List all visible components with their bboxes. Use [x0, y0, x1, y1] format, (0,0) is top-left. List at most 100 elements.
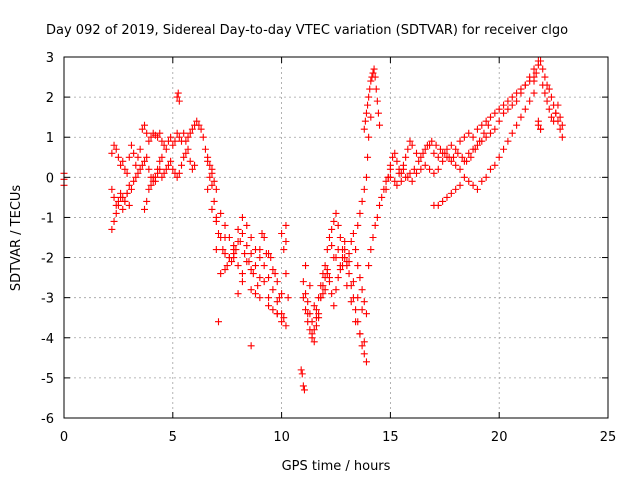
data-point: [508, 101, 516, 109]
data-point: [467, 153, 475, 161]
data-point: [125, 201, 133, 209]
data-point: [513, 97, 521, 105]
data-point: [269, 286, 277, 294]
data-point: [421, 161, 429, 169]
data-point: [362, 358, 370, 366]
data-point: [114, 201, 122, 209]
data-point: [417, 153, 425, 161]
data-point: [372, 85, 380, 93]
data-point: [473, 141, 481, 149]
data-point: [143, 129, 151, 137]
data-point: [121, 165, 129, 173]
data-point: [195, 121, 203, 129]
data-point: [454, 149, 462, 157]
data-point: [370, 65, 378, 73]
data-point: [339, 262, 347, 270]
data-point: [312, 322, 320, 330]
data-point: [406, 137, 414, 145]
data-point: [386, 161, 394, 169]
data-point: [247, 342, 255, 350]
data-point: [186, 129, 194, 137]
data-point: [175, 169, 183, 177]
data-point: [319, 282, 327, 290]
data-point: [373, 213, 381, 221]
data-point: [439, 197, 447, 205]
data-point: [469, 133, 477, 141]
data-point: [141, 205, 149, 213]
data-point: [169, 141, 177, 149]
data-point: [282, 221, 290, 229]
data-point: [508, 93, 516, 101]
data-point: [432, 141, 440, 149]
data-point: [230, 242, 238, 250]
data-point: [312, 306, 320, 314]
data-point: [447, 189, 455, 197]
data-point: [471, 145, 479, 153]
data-point: [154, 133, 162, 141]
data-point: [171, 137, 179, 145]
data-point: [138, 161, 146, 169]
data-point: [297, 366, 305, 374]
data-point: [325, 274, 333, 282]
data-point: [500, 109, 508, 117]
data-point: [473, 125, 481, 133]
data-point: [330, 254, 338, 262]
data-point: [123, 189, 131, 197]
data-point: [117, 161, 125, 169]
data-point: [391, 149, 399, 157]
data-point: [541, 89, 549, 97]
data-point: [210, 197, 218, 205]
data-point: [345, 258, 353, 266]
data-point: [365, 133, 373, 141]
data-point: [558, 121, 566, 129]
data-point: [480, 129, 488, 137]
data-point: [256, 274, 264, 282]
data-point: [280, 314, 288, 322]
data-point: [178, 161, 186, 169]
data-point: [302, 290, 310, 298]
data-point: [325, 234, 333, 241]
data-point: [417, 165, 425, 173]
data-point: [201, 145, 209, 153]
data-point: [354, 262, 362, 270]
data-point: [456, 137, 464, 145]
data-point: [108, 225, 116, 233]
data-point: [382, 185, 390, 193]
data-point: [110, 193, 118, 201]
data-point: [123, 169, 131, 177]
data-point: [362, 109, 370, 117]
y-tick-label: -4: [41, 332, 54, 347]
data-point: [204, 157, 212, 165]
data-point: [130, 177, 138, 185]
data-point: [151, 177, 159, 185]
data-point: [162, 165, 170, 173]
data-point: [364, 153, 372, 161]
data-point: [249, 270, 257, 278]
data-point: [212, 246, 220, 254]
data-point: [530, 65, 538, 73]
data-point: [376, 121, 384, 129]
data-point: [482, 117, 490, 125]
data-point: [428, 137, 436, 145]
data-point: [495, 117, 503, 125]
data-point: [408, 177, 416, 185]
data-point: [160, 169, 168, 177]
data-point: [434, 165, 442, 173]
data-point: [212, 185, 220, 193]
data-point: [125, 153, 133, 161]
data-point: [473, 185, 481, 193]
data-point: [526, 97, 534, 105]
data-point: [214, 318, 222, 326]
data-point: [117, 193, 125, 201]
data-point: [219, 246, 227, 254]
data-point: [208, 165, 216, 173]
data-point: [556, 113, 564, 121]
data-point: [191, 161, 199, 169]
data-point: [188, 165, 196, 173]
data-point: [114, 153, 122, 161]
data-point: [441, 149, 449, 157]
data-point: [154, 165, 162, 173]
data-point: [365, 262, 373, 270]
data-point: [456, 165, 464, 173]
